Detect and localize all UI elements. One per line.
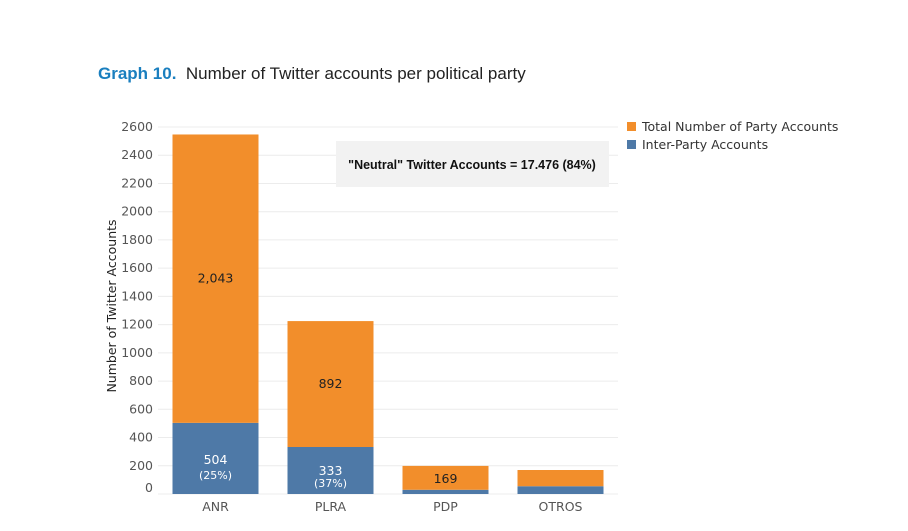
y-tick-label: 1000 xyxy=(121,345,153,360)
y-tick-label: 2400 xyxy=(121,147,153,162)
y-axis-label: Number of Twitter Accounts xyxy=(104,219,119,392)
legend-label: Inter-Party Accounts xyxy=(642,137,768,152)
y-tick-label: 0 xyxy=(145,480,153,495)
legend-swatch xyxy=(627,122,636,131)
y-tick-label: 2600 xyxy=(121,119,153,134)
inter-party-percent-label: (25%) xyxy=(199,469,232,482)
bars xyxy=(172,134,604,494)
legend-label: Total Number of Party Accounts xyxy=(641,119,838,134)
bar-inter-party-anr xyxy=(172,422,259,494)
y-tick-label: 800 xyxy=(129,373,153,388)
x-category-label: PLRA xyxy=(315,499,347,514)
bar-party-otros xyxy=(517,470,604,487)
y-tick-label: 2200 xyxy=(121,175,153,190)
bar-party-anr xyxy=(172,134,259,423)
y-tick-label: 1200 xyxy=(121,317,153,332)
y-axis-ticks: 0 200 400 600 800 1000 1200 1400 1600 1800 2000 220… xyxy=(121,119,153,495)
data-labels: 2,043 504 (25%) 892 333(37%) 169 xyxy=(198,271,458,490)
y-tick-label: 400 xyxy=(129,430,153,445)
x-category-label: OTROS xyxy=(539,499,583,514)
y-tick-label: 1400 xyxy=(121,288,153,303)
bar-inter-party-pdp xyxy=(402,489,489,494)
y-tick-label: 600 xyxy=(129,401,153,416)
chart-title-prefix: Graph 10. xyxy=(98,64,177,83)
inter-party-value-label: 333 xyxy=(319,463,343,478)
y-tick-label: 200 xyxy=(129,458,153,473)
chart-title-text: Number of Twitter accounts per political… xyxy=(185,64,526,83)
bar-party-pdp xyxy=(402,465,489,490)
x-category-label: PDP xyxy=(433,499,458,514)
inter-party-percent-label: (37%) xyxy=(314,477,347,490)
bar-inter-party-otros xyxy=(517,486,604,494)
party-value-label: 892 xyxy=(319,376,343,391)
neutral-accounts-annotation: "Neutral" Twitter Accounts = 17.476 (84%… xyxy=(348,158,596,172)
bar-party-plra xyxy=(287,321,374,447)
y-tick-label: 1600 xyxy=(121,260,153,275)
x-axis-categories: ANR PLRA PDP OTROS xyxy=(202,499,582,514)
y-tick-label: 1800 xyxy=(121,232,153,247)
inter-party-value-label: 504 xyxy=(204,452,228,467)
party-value-label: 169 xyxy=(434,471,458,486)
chart-title: Graph 10. Number of Twitter accounts per… xyxy=(98,64,526,84)
bar-inter-party-plra xyxy=(287,446,374,494)
legend: Total Number of Party Accounts Inter-Part… xyxy=(627,119,838,152)
x-category-label: ANR xyxy=(202,499,229,514)
y-tick-label: 2000 xyxy=(121,204,153,219)
legend-swatch xyxy=(627,140,636,149)
party-value-label: 2,043 xyxy=(198,271,234,286)
annotation-box: "Neutral" Twitter Accounts = 17.476 (84%… xyxy=(336,141,609,187)
